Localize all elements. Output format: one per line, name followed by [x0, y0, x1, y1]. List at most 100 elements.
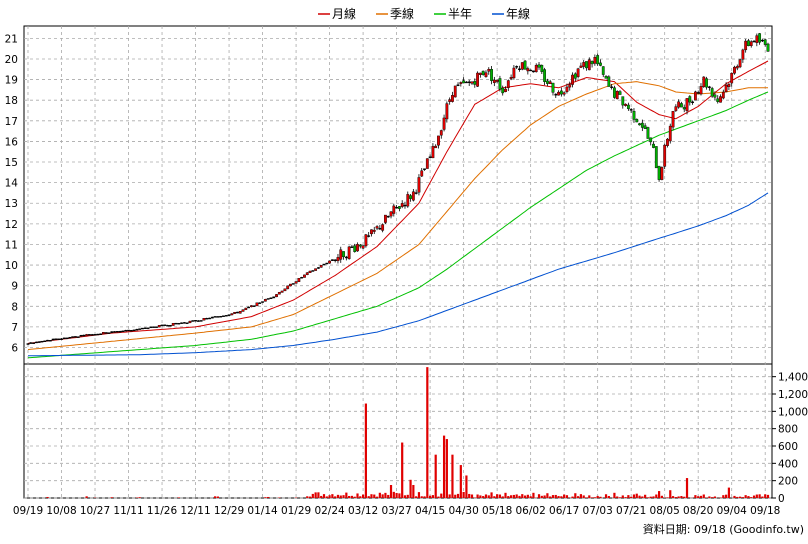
price-tick-label: 19: [5, 75, 18, 87]
candle-body: [136, 329, 138, 330]
candle-body: [303, 275, 305, 278]
candle-body: [580, 66, 582, 68]
candle-body: [582, 62, 584, 66]
ma-line-0: [28, 61, 768, 343]
candle-body: [320, 265, 322, 267]
volume-tick-label: 800: [778, 424, 798, 436]
candle-body: [434, 146, 436, 148]
candle-body: [373, 230, 375, 231]
candle-body: [169, 325, 171, 326]
candle-body: [46, 340, 48, 341]
candle-body: [703, 77, 705, 87]
candle-body: [326, 263, 328, 264]
candle-body: [733, 67, 735, 73]
volume-bar: [139, 497, 141, 498]
candle-body: [194, 320, 196, 321]
candle-body: [577, 69, 579, 77]
candle-body: [77, 337, 79, 338]
candle-body: [739, 60, 741, 67]
candle-body: [691, 102, 693, 103]
volume-bar: [317, 492, 319, 498]
candle-body: [585, 61, 587, 67]
candle-body: [669, 126, 671, 141]
volume-bar: [457, 494, 459, 498]
volume-bar: [423, 496, 425, 498]
candle-body: [462, 81, 464, 83]
candle-body: [256, 303, 258, 306]
candle-body: [284, 289, 286, 291]
price-plot-frame: [24, 26, 772, 364]
candle-body: [747, 41, 749, 46]
candle-body: [440, 130, 442, 135]
candle-body: [549, 82, 551, 84]
candle-body: [454, 86, 456, 97]
x-tick-label: 11/26: [147, 505, 178, 517]
candle-body: [722, 92, 724, 98]
volume-bar: [421, 496, 423, 498]
volume-bar: [340, 496, 342, 498]
candle-body: [219, 316, 221, 317]
candle-body: [66, 338, 68, 339]
volume-bar: [482, 496, 484, 498]
volume-bar: [605, 494, 607, 498]
volume-bar: [759, 494, 761, 498]
volume-bar: [46, 497, 48, 498]
candle-body: [362, 246, 364, 249]
candle-body: [432, 146, 434, 157]
volume-bar: [722, 495, 724, 498]
candle-body: [552, 83, 554, 92]
volume-bar: [426, 367, 428, 498]
volume-bar: [580, 494, 582, 498]
candle-body: [35, 342, 37, 343]
x-tick-label: 04/15: [415, 505, 445, 517]
volume-bar: [658, 491, 660, 498]
candle-body: [286, 286, 288, 289]
candle-body: [742, 50, 744, 59]
candle-body: [356, 244, 358, 251]
legend-label-2: 半年: [448, 7, 472, 21]
volume-bar: [552, 495, 554, 498]
moving-average-lines: [28, 61, 768, 358]
candle-body: [485, 73, 487, 77]
volume-bar: [454, 495, 456, 498]
volume-bar: [507, 496, 509, 498]
candle-body: [119, 331, 121, 332]
data-date-footer: 資料日期: 09/18 (Goodinfo.tw): [643, 522, 804, 536]
candle-body: [675, 107, 677, 111]
volume-bar: [616, 496, 618, 498]
candle-body: [557, 92, 559, 95]
candle-body: [379, 228, 381, 229]
volume-bar: [583, 495, 585, 498]
candle-body: [496, 80, 498, 81]
volume-bar: [373, 495, 375, 498]
volume-bar: [574, 493, 576, 498]
candle-body: [222, 316, 224, 317]
candle-body: [474, 81, 476, 84]
volume-bar: [544, 495, 546, 498]
candle-body: [253, 306, 255, 307]
candle-body: [448, 100, 450, 102]
volume-bar: [530, 496, 532, 498]
volume-bar: [217, 497, 219, 498]
candle-body: [515, 66, 517, 67]
candle-body: [55, 339, 57, 340]
candle-body: [85, 334, 87, 335]
candle-body: [563, 93, 565, 95]
volume-bar: [622, 495, 624, 498]
x-tick-label: 09/04: [717, 505, 748, 517]
candle-body: [680, 103, 682, 107]
x-tick-label: 05/18: [482, 505, 512, 517]
candle-body: [493, 80, 495, 83]
candle-body: [32, 343, 34, 344]
volume-bar: [756, 495, 758, 498]
volume-bar: [541, 496, 543, 498]
volume-bar: [638, 496, 640, 498]
candle-body: [488, 69, 490, 71]
candle-body: [334, 260, 336, 261]
candle-body: [52, 339, 54, 340]
volume-bar: [560, 496, 562, 498]
volume-bar: [527, 495, 529, 498]
candle-body: [513, 68, 515, 78]
x-tick-label: 10/27: [80, 505, 110, 517]
